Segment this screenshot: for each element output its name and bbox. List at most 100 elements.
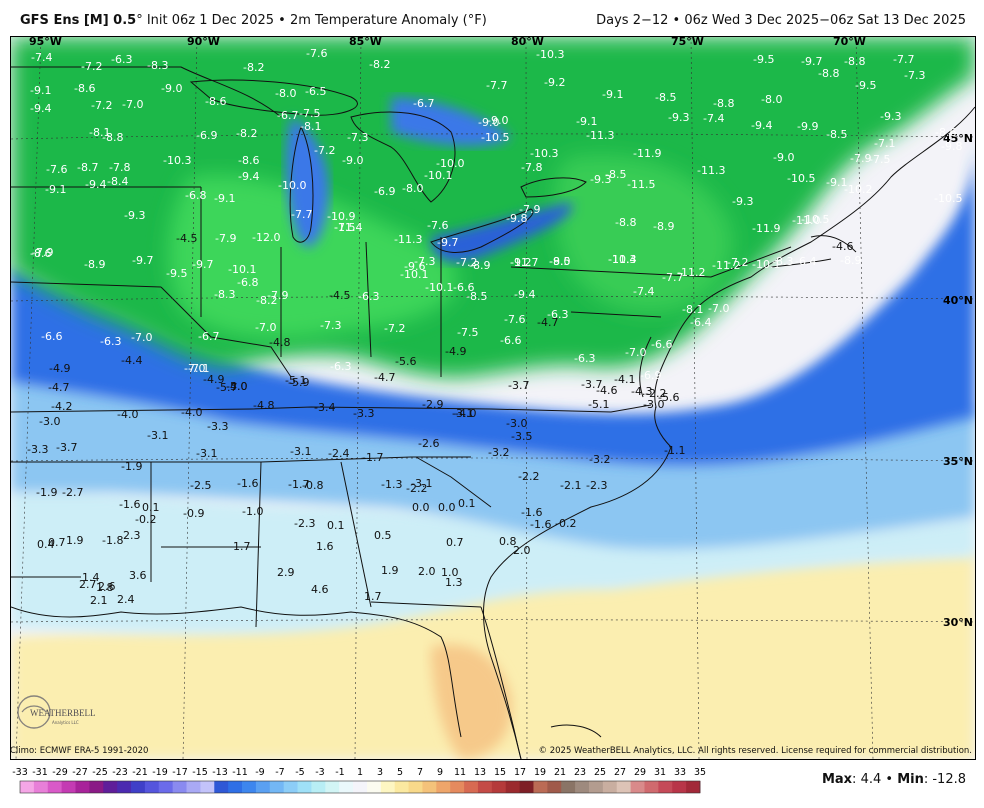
anomaly-value-label: -10.9 (327, 210, 355, 223)
colorbar-swatch (436, 781, 451, 793)
anomaly-value-label: -9.2 (510, 256, 531, 269)
colorbar-swatch (339, 781, 354, 793)
anomaly-value-label: 2.6 (98, 580, 116, 593)
anomaly-value-label: -4.0 (181, 406, 202, 419)
colorbar-tick-label: 19 (534, 767, 546, 778)
lat-label: 35°N (943, 455, 973, 468)
longitude-labels: 95°W 90°W 85°W 80°W 75°W 70°W (29, 37, 866, 48)
anomaly-shading (11, 37, 975, 759)
colorbar-swatch (353, 781, 368, 793)
colorbar-tick-label: -9 (255, 767, 264, 778)
anomaly-value-label: -9.3 (668, 111, 689, 124)
anomaly-value-label: -2.9 (422, 398, 443, 411)
colorbar-swatch (602, 781, 618, 793)
anomaly-value-label: -3.7 (508, 379, 529, 392)
lon-label: 90°W (187, 37, 220, 48)
anomaly-value-label: -6.5 (305, 85, 326, 98)
anomaly-value-label: -3.2 (488, 446, 509, 459)
colorbar-tick-label: -23 (112, 767, 128, 778)
colorbar-swatch (686, 781, 701, 793)
anomaly-map[interactable]: 95°W 90°W 85°W 80°W 75°W 70°W 45°N 40°N … (10, 36, 976, 760)
anomaly-value-label: -9.9 (797, 120, 818, 133)
anomaly-value-label: -11.9 (633, 147, 661, 160)
anomaly-value-label: -5.6 (658, 391, 679, 404)
anomaly-value-label: -4.4 (121, 354, 142, 367)
anomaly-value-label: -7.2 (91, 99, 112, 112)
anomaly-value-label: -2.1 (560, 479, 581, 492)
anomaly-value-label: 0.0 (412, 501, 430, 514)
anomaly-value-label: -8.0 (761, 93, 782, 106)
colorbar-tick-label: 31 (654, 767, 666, 778)
anomaly-value-label: 1.9 (66, 534, 84, 547)
anomaly-value-label: -8.5 (466, 290, 487, 303)
anomaly-value-label: -7.7 (291, 208, 312, 221)
colorbar-tick-label: 7 (417, 767, 423, 778)
colorbar-swatch (131, 781, 146, 793)
anomaly-value-label: -7.9 (850, 152, 871, 165)
anomaly-value-label: -11.3 (608, 253, 636, 266)
anomaly-value-label: -8.6 (30, 247, 51, 260)
anomaly-value-label: -5.9 (288, 376, 309, 389)
anomaly-value-label: -6.6 (651, 338, 672, 351)
anomaly-value-label: -9.1 (576, 115, 597, 128)
anomaly-value-label: -6.9 (374, 185, 395, 198)
colorbar-tick-label: 13 (474, 767, 486, 778)
anomaly-value-label: 2.3 (123, 529, 141, 542)
colorbar-swatch (575, 781, 590, 793)
anomaly-value-label: -4.0 (455, 407, 476, 420)
colorbar-swatch (491, 781, 507, 793)
anomaly-value-label: -10.5 (801, 213, 829, 226)
anomaly-value-label: -1.6 (521, 506, 542, 519)
anomaly-value-label: -4.1 (614, 373, 635, 386)
map-title: GFS Ens [M] 0.5° Init 06z 1 Dec 2025 • 2… (20, 13, 487, 28)
anomaly-value-label: -8.8 (713, 97, 734, 110)
anomaly-value-label: -3.4 (314, 401, 335, 414)
anomaly-value-label: -10.1 (400, 268, 428, 281)
anomaly-value-label: -7.6 (46, 163, 67, 176)
colorbar-tick-label: -7 (275, 767, 284, 778)
anomaly-value-label: -9.1 (826, 176, 847, 189)
anomaly-value-label: -9.0 (773, 151, 794, 164)
colorbar-swatch (366, 781, 382, 793)
colorbar-tick-label: 25 (594, 767, 606, 778)
anomaly-value-label: -8.0 (402, 182, 423, 195)
anomaly-value-label: -9.0 (478, 116, 499, 129)
anomaly-value-label: -11.7 (510, 256, 538, 269)
anomaly-value-label: -11.0 (792, 214, 820, 227)
colorbar-tick-label: -3 (315, 767, 324, 778)
anomaly-value-label: -10.3 (536, 48, 564, 61)
anomaly-value-label: -2.3 (294, 517, 315, 530)
colorbar-tick-label: 23 (574, 767, 586, 778)
colorbar-swatch (464, 781, 479, 793)
anomaly-value-label: -9.0 (161, 82, 182, 95)
anomaly-value-label: -10.5 (934, 192, 962, 205)
colorbar-swatch (644, 781, 659, 793)
colorbar-swatch (33, 781, 49, 793)
climo-note: Climo: ECMWF ERA-5 1991-2020 (10, 746, 149, 756)
anomaly-value-label: -4.7 (537, 316, 558, 329)
anomaly-value-label: -8.0 (275, 87, 296, 100)
anomaly-value-label: -7.4 (633, 285, 654, 298)
anomaly-value-label: 0.8 (499, 535, 517, 548)
colorbar-tick-label: -25 (92, 767, 108, 778)
anomaly-value-label: -6.3 (547, 308, 568, 321)
anomaly-value-label: -8.7 (77, 161, 98, 174)
lon-label: 95°W (29, 37, 62, 48)
anomaly-value-label: -9.3 (124, 209, 145, 222)
colorbar-ticks: -33 -31 -29 -27 -25 -23 -21 -19 -17 -15 -13 -11 -9 -7… (12, 767, 706, 778)
anomaly-value-label: -9.0 (549, 255, 570, 268)
anomaly-value-label: -4.7 (374, 371, 395, 384)
anomaly-value-label: 1.4 (82, 571, 100, 584)
colorbar-swatch (672, 781, 687, 793)
colorbar-tick-label: 27 (614, 767, 626, 778)
colorbar-swatch (311, 781, 326, 793)
anomaly-value-label: -4.5 (176, 232, 197, 245)
anomaly-value-label: -1.9 (121, 460, 142, 473)
anomaly-value-label: -9.4 (751, 119, 772, 132)
anomaly-value-label: 2.0 (418, 565, 436, 578)
anomaly-value-label: -8.6 (205, 95, 226, 108)
anomaly-value-label: -6.9 (640, 369, 661, 382)
anomaly-value-label: -3.7 (581, 378, 602, 391)
anomaly-value-label: -9.7 (132, 254, 153, 267)
anomaly-value-label: 1.6 (316, 540, 334, 553)
